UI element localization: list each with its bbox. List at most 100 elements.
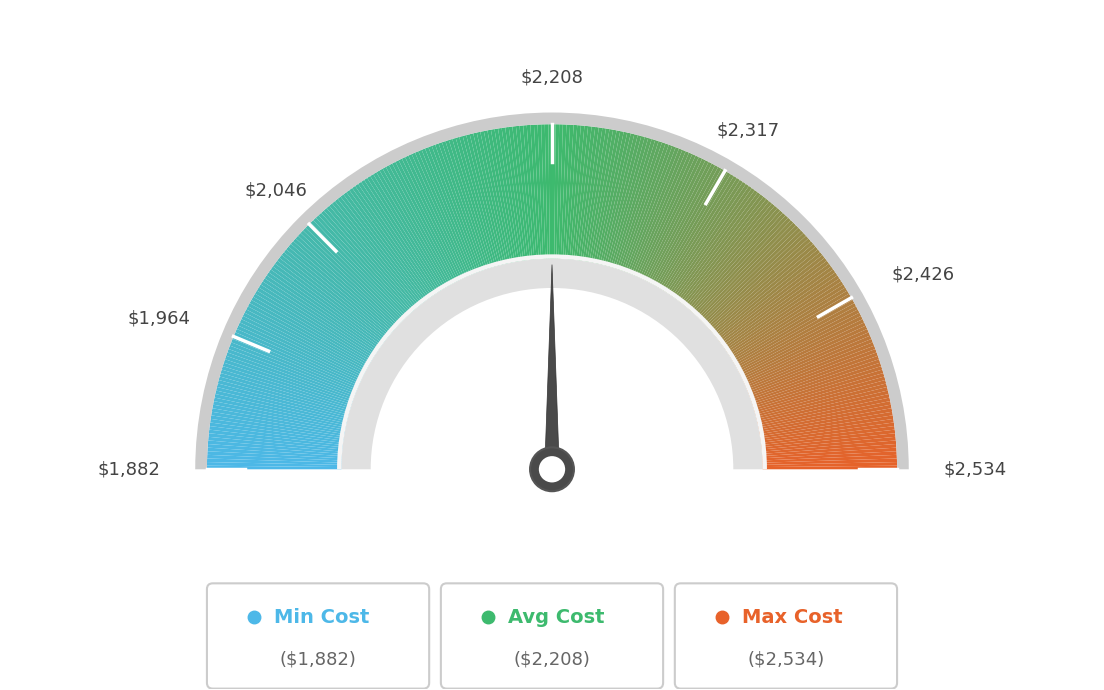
Wedge shape [246,306,367,372]
Wedge shape [753,366,882,408]
Wedge shape [214,397,346,428]
Wedge shape [554,124,560,259]
Wedge shape [352,186,432,297]
Wedge shape [739,309,859,374]
Wedge shape [343,193,426,302]
Wedge shape [679,195,764,303]
Wedge shape [754,373,884,413]
Wedge shape [216,384,348,419]
Wedge shape [646,160,709,282]
Wedge shape [327,206,416,310]
Text: $1,882: $1,882 [97,460,160,478]
Wedge shape [432,145,480,272]
Wedge shape [755,377,885,415]
Wedge shape [726,275,839,353]
Wedge shape [279,255,388,340]
Wedge shape [704,230,804,325]
Text: $2,426: $2,426 [892,266,955,284]
Wedge shape [212,404,346,432]
Wedge shape [480,131,510,264]
Text: ($1,882): ($1,882) [279,651,357,669]
Wedge shape [225,356,353,402]
Wedge shape [213,401,346,430]
Wedge shape [318,213,411,315]
Wedge shape [758,401,891,430]
Wedge shape [661,174,734,290]
Wedge shape [364,178,439,293]
Wedge shape [242,316,363,377]
Wedge shape [210,419,343,441]
Wedge shape [676,190,757,300]
Wedge shape [236,326,361,384]
Wedge shape [408,154,466,278]
Wedge shape [389,164,455,284]
Wedge shape [415,151,470,276]
Wedge shape [238,322,361,382]
Wedge shape [672,186,752,297]
Wedge shape [751,356,879,402]
Wedge shape [215,391,347,424]
Wedge shape [561,124,570,259]
Wedge shape [690,208,781,311]
Wedge shape [208,458,341,465]
Wedge shape [617,141,662,270]
Wedge shape [257,288,373,360]
Wedge shape [760,415,893,439]
Wedge shape [233,335,358,390]
Wedge shape [449,139,491,268]
Wedge shape [656,168,724,287]
Text: $2,317: $2,317 [716,121,781,139]
Wedge shape [405,155,465,279]
Wedge shape [383,167,450,286]
Wedge shape [495,128,519,262]
Wedge shape [491,129,517,262]
Wedge shape [749,346,875,396]
Wedge shape [710,241,814,332]
Wedge shape [549,124,552,259]
Wedge shape [762,433,895,449]
Wedge shape [435,144,482,271]
Wedge shape [284,249,390,337]
Wedge shape [308,223,405,320]
Wedge shape [622,144,669,271]
Wedge shape [604,135,641,266]
Wedge shape [760,408,892,434]
Wedge shape [240,319,362,380]
Wedge shape [723,269,836,349]
Wedge shape [275,261,384,344]
Wedge shape [667,180,743,294]
Wedge shape [638,154,696,278]
Wedge shape [743,322,866,382]
Wedge shape [673,188,755,299]
Wedge shape [255,290,372,362]
Wedge shape [248,303,368,370]
Wedge shape [631,150,686,275]
Wedge shape [733,294,851,364]
Wedge shape [715,252,822,339]
Wedge shape [556,124,563,259]
Wedge shape [534,124,543,259]
Wedge shape [466,134,502,266]
Wedge shape [368,176,440,291]
Wedge shape [206,466,341,469]
Wedge shape [523,125,537,259]
Wedge shape [195,112,909,469]
Text: Max Cost: Max Cost [742,608,842,627]
Wedge shape [224,359,352,404]
Wedge shape [750,349,877,398]
Circle shape [539,456,565,482]
Wedge shape [659,172,731,289]
Wedge shape [681,197,766,304]
Wedge shape [219,377,349,415]
Wedge shape [221,370,350,411]
Text: $2,534: $2,534 [944,460,1007,478]
Wedge shape [705,233,806,327]
Wedge shape [761,426,894,445]
Wedge shape [594,131,624,264]
Wedge shape [209,437,342,452]
Wedge shape [691,210,783,313]
Text: $2,208: $2,208 [521,68,583,86]
Wedge shape [602,134,638,266]
Wedge shape [538,124,545,259]
Wedge shape [698,220,794,319]
